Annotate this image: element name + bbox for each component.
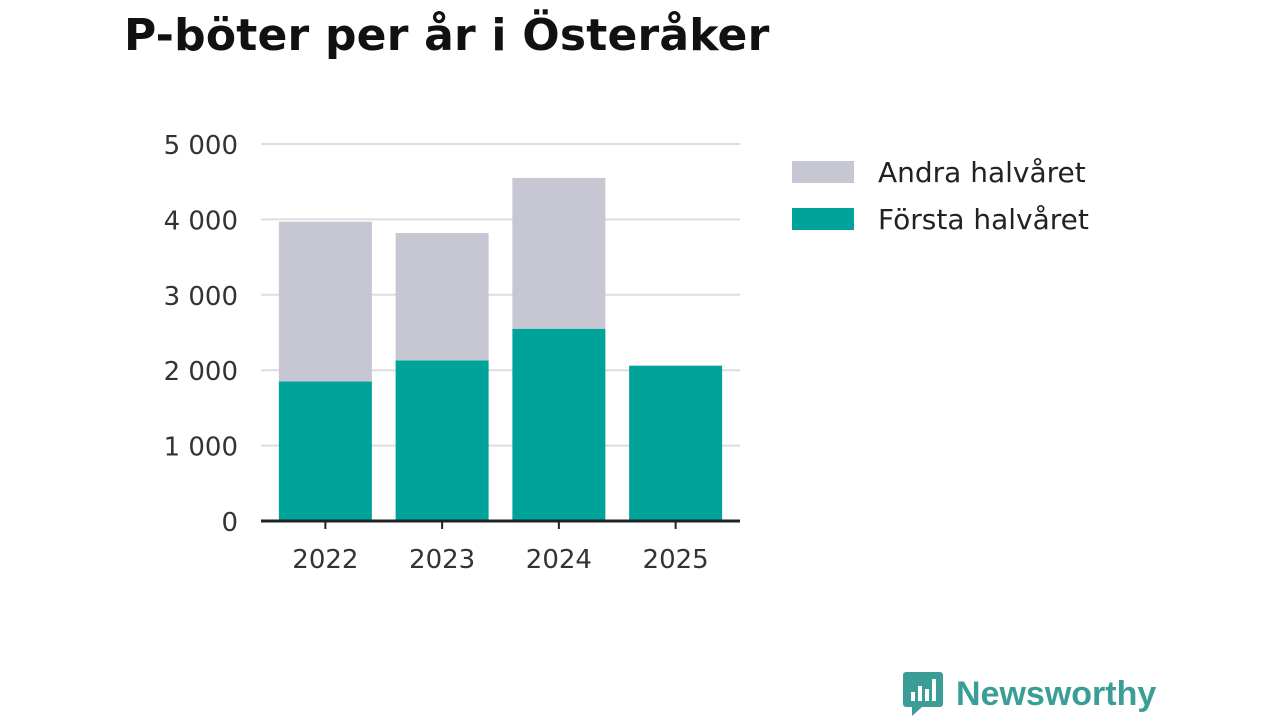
y-tick-label: 4 000 bbox=[164, 206, 238, 236]
bar-2024-andra bbox=[512, 177, 606, 329]
legend-swatch-andra bbox=[792, 161, 854, 183]
bar-2024-forsta bbox=[512, 328, 606, 521]
x-tick-label: 2023 bbox=[409, 545, 475, 575]
bars bbox=[278, 177, 723, 521]
newsworthy-logo-icon bbox=[903, 672, 943, 716]
legend-swatch-forsta bbox=[792, 208, 854, 230]
chart-title: P-böter per år i Österåker bbox=[124, 10, 770, 61]
y-tick-label: 3 000 bbox=[164, 282, 238, 312]
y-tick-label: 1 000 bbox=[164, 433, 238, 463]
x-tick-labels: 2022 2023 2024 2025 bbox=[292, 545, 708, 575]
y-tick-labels: 0 1 000 2 000 3 000 4 000 5 000 bbox=[164, 131, 238, 538]
bar-2023-andra bbox=[395, 232, 489, 361]
bar-2023-forsta bbox=[395, 360, 489, 521]
y-tick-label: 0 bbox=[221, 508, 238, 538]
bar-2022-forsta bbox=[278, 381, 372, 521]
bar-2025-forsta bbox=[629, 365, 723, 521]
brand-name: Newsworthy bbox=[956, 674, 1157, 713]
bar-2022-andra bbox=[278, 221, 372, 382]
y-tick-label: 5 000 bbox=[164, 131, 238, 161]
brand-logo: Newsworthy bbox=[902, 670, 1156, 718]
legend: Andra halvåret Första halvåret bbox=[792, 156, 1089, 236]
axes bbox=[261, 519, 740, 529]
x-tick-label: 2022 bbox=[292, 545, 358, 575]
legend-label-forsta: Första halvåret bbox=[878, 203, 1089, 236]
y-tick-label: 2 000 bbox=[164, 357, 238, 387]
x-tick-label: 2024 bbox=[526, 545, 592, 575]
legend-label-andra: Andra halvåret bbox=[878, 156, 1086, 189]
x-tick-label: 2025 bbox=[643, 545, 709, 575]
